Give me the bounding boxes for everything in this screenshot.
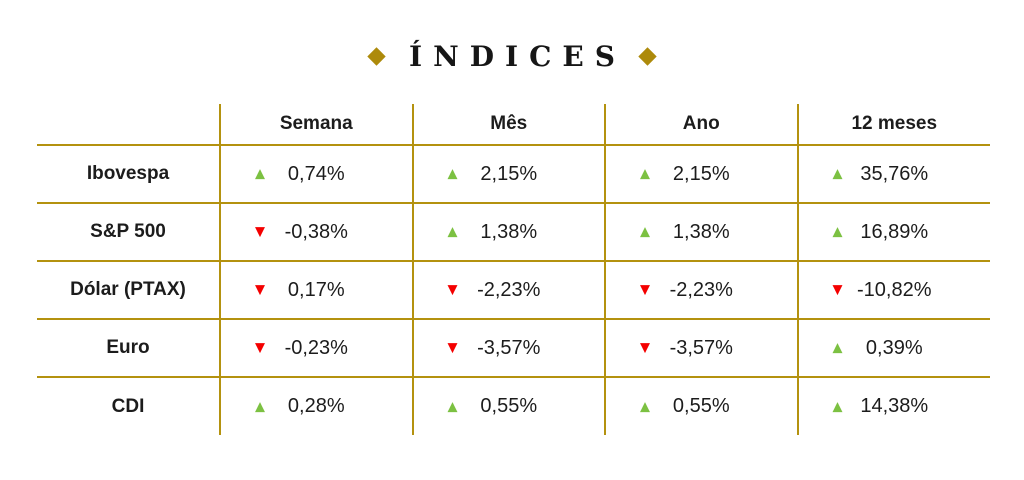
cell-value: 1,38% bbox=[672, 220, 730, 243]
table-cell: -2,23% bbox=[604, 261, 798, 320]
trend-up-icon bbox=[448, 400, 458, 413]
diamond-left-icon bbox=[367, 47, 386, 66]
table-cell: -0,38% bbox=[219, 203, 413, 262]
table-cell: -2,23% bbox=[411, 261, 605, 320]
trend-down-icon bbox=[255, 226, 265, 239]
row-label: S&P 500 bbox=[37, 203, 220, 262]
cell-value: -3,57% bbox=[477, 336, 541, 359]
trend-down-icon bbox=[448, 284, 458, 297]
cell-value: 0,55% bbox=[672, 395, 730, 417]
trend-up-icon bbox=[640, 226, 650, 239]
table-cell: 0,55% bbox=[411, 377, 605, 435]
trend-up-icon bbox=[833, 400, 843, 413]
cell-value: -2,23% bbox=[477, 278, 541, 301]
table-cell: 2,15% bbox=[411, 145, 605, 204]
cell-value: 0,17% bbox=[287, 278, 345, 301]
title-banner: ÍNDICES bbox=[0, 0, 1024, 73]
table-cell: 0,39% bbox=[796, 319, 990, 378]
cell-value: -0,38% bbox=[284, 220, 348, 243]
table-cell: 16,89% bbox=[796, 203, 990, 262]
header-empty bbox=[37, 104, 220, 146]
trend-down-icon bbox=[833, 284, 843, 297]
trend-up-icon bbox=[833, 226, 843, 239]
cell-value: 2,15% bbox=[480, 162, 538, 185]
trend-up-icon bbox=[640, 400, 650, 413]
cell-value: 35,76% bbox=[860, 162, 929, 185]
cell-value: 0,74% bbox=[287, 162, 345, 185]
row-label: Dólar (PTAX) bbox=[37, 261, 220, 320]
trend-up-icon bbox=[255, 400, 265, 413]
table-cell: -0,23% bbox=[219, 319, 413, 378]
cell-value: 0,28% bbox=[287, 395, 345, 417]
header-12-meses: 12 meses bbox=[796, 104, 990, 146]
header-ano: Ano bbox=[604, 104, 798, 146]
page-title: ÍNDICES bbox=[409, 40, 626, 73]
table-row-cdi: CDI 0,28% 0,55% 0,55% 14,38% bbox=[37, 377, 990, 435]
table-cell: 1,38% bbox=[604, 203, 798, 262]
table-cell: 0,17% bbox=[219, 261, 413, 320]
table-cell: -3,57% bbox=[604, 319, 798, 378]
trend-up-icon bbox=[833, 342, 843, 355]
cell-value: -0,23% bbox=[284, 336, 348, 359]
trend-up-icon bbox=[640, 168, 650, 181]
trend-down-icon bbox=[640, 342, 650, 355]
cell-value: -10,82% bbox=[857, 278, 932, 301]
row-label: Euro bbox=[37, 319, 220, 378]
table-row-ibovespa: Ibovespa 0,74% 2,15% 2,15% 35,76% bbox=[37, 145, 990, 204]
cell-value: 2,15% bbox=[672, 162, 730, 185]
table-cell: -10,82% bbox=[796, 261, 990, 320]
trend-down-icon bbox=[448, 342, 458, 355]
table-cell: 0,74% bbox=[219, 145, 413, 204]
table-row-sp500: S&P 500 -0,38% 1,38% 1,38% 16,89% bbox=[37, 203, 990, 262]
trend-down-icon bbox=[640, 284, 650, 297]
table-cell: 1,38% bbox=[411, 203, 605, 262]
trend-down-icon bbox=[255, 284, 265, 297]
row-label: Ibovespa bbox=[37, 145, 220, 204]
table-row-dolar-ptax: Dólar (PTAX) 0,17% -2,23% -2,23% -10,82% bbox=[37, 261, 990, 320]
table-cell: 2,15% bbox=[604, 145, 798, 204]
cell-value: 0,55% bbox=[480, 395, 538, 417]
table-cell: 0,55% bbox=[604, 377, 798, 435]
header-mes: Mês bbox=[411, 104, 605, 146]
header-row: Semana Mês Ano 12 meses bbox=[37, 104, 990, 146]
diamond-right-icon bbox=[638, 47, 657, 66]
row-label: CDI bbox=[111, 395, 145, 417]
trend-up-icon bbox=[255, 168, 265, 181]
trend-up-icon bbox=[448, 168, 458, 181]
table-cell: 14,38% bbox=[796, 377, 990, 435]
indices-table: Semana Mês Ano 12 meses Ibovespa 0,74% 2… bbox=[37, 104, 990, 435]
trend-down-icon bbox=[255, 342, 265, 355]
cell-value: -2,23% bbox=[669, 278, 733, 301]
table-cell: -3,57% bbox=[411, 319, 605, 378]
table-row-euro: Euro -0,23% -3,57% -3,57% 0,39% bbox=[37, 319, 990, 378]
cell-value: -3,57% bbox=[669, 336, 733, 359]
header-semana: Semana bbox=[219, 104, 413, 146]
cell-value: 0,39% bbox=[865, 336, 923, 359]
cell-value: 1,38% bbox=[480, 220, 538, 243]
table-cell: 0,28% bbox=[219, 377, 413, 435]
trend-up-icon bbox=[833, 168, 843, 181]
cell-value: 16,89% bbox=[860, 220, 929, 243]
table-cell: 35,76% bbox=[796, 145, 990, 204]
trend-up-icon bbox=[448, 226, 458, 239]
cell-value: 14,38% bbox=[860, 395, 929, 417]
